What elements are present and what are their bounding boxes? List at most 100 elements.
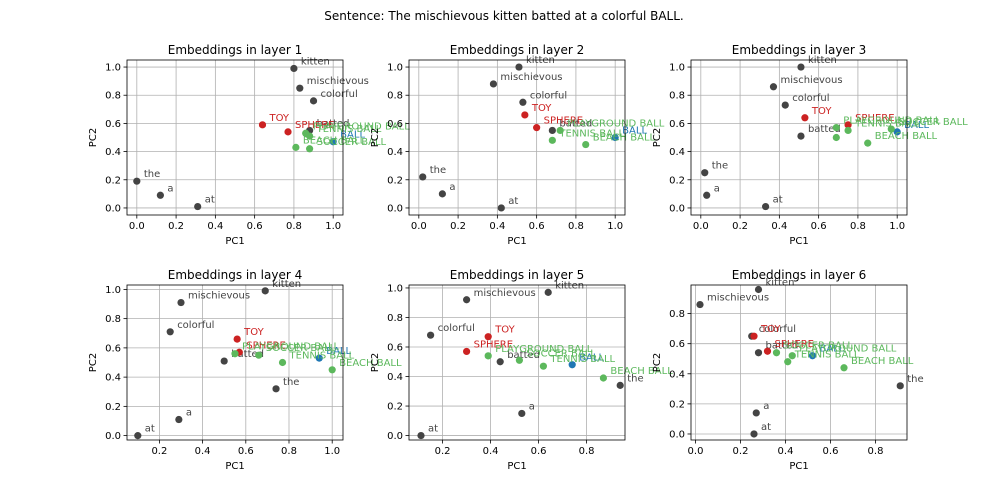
- subplot-layer-6: 0.0 0.2 0.4 0.6 0.8 0.0 0.2 0.4 0.6 0.8 the mischie…: [652, 268, 924, 472]
- scatter-point: [832, 133, 840, 142]
- x-tick-label: 0.2: [733, 446, 749, 457]
- scatter-point: [328, 366, 336, 374]
- scatter-point: [703, 191, 711, 199]
- y-tick-label: 1.0: [105, 63, 121, 74]
- point-label: PLAYGROUND BALL: [495, 344, 593, 355]
- x-tick-label: 1.0: [325, 221, 341, 232]
- subplot-layer-1: 0.0 0.2 0.4 0.6 0.8 1.0 0.0 0.2 0.4 0.6 0.8 1.0 the m…: [88, 43, 410, 247]
- point-label: a: [449, 182, 455, 193]
- scatter-point: [548, 136, 556, 144]
- scatter-point: [177, 298, 185, 307]
- point-label: mischievous: [707, 293, 769, 304]
- point-label: colorful: [438, 323, 475, 334]
- scatter-point: [134, 432, 142, 440]
- scatter-point: [329, 138, 337, 146]
- point-label: TOY: [531, 103, 552, 114]
- y-tick-label: 0.4: [105, 373, 121, 384]
- scatter-point: [797, 63, 805, 71]
- point-label: SOCCER BALL: [784, 341, 854, 352]
- scatter-point: [156, 191, 164, 199]
- y-tick-label: 0.8: [669, 91, 685, 102]
- y-tick-label: 0.8: [105, 91, 121, 102]
- y-tick-label: 1.0: [105, 285, 121, 296]
- x-tick-label: 0.0: [411, 221, 427, 232]
- point-label: TENNIS BALL: [854, 118, 920, 129]
- point-label: mischievous: [307, 76, 369, 87]
- point-label: at: [773, 195, 783, 206]
- subplot-layer-5: 0.2 0.4 0.6 0.8 0.0 0.2 0.4 0.6 0.8 1.0 the mischie…: [370, 268, 673, 472]
- scatter-point: [832, 124, 840, 132]
- y-axis-label: PC2: [652, 128, 663, 147]
- scatter-point: [750, 332, 758, 340]
- y-tick-label: 0.8: [387, 313, 403, 324]
- point-label: at: [428, 424, 438, 435]
- scatter-point: [769, 83, 778, 91]
- scatter-point: [255, 351, 263, 359]
- axes-frame: [690, 284, 908, 441]
- scatter-point: [515, 63, 523, 71]
- point-label: colorful: [792, 93, 829, 104]
- point-label: TENNIS BALL: [316, 124, 382, 135]
- point-label: PLAYGROUND BALL: [567, 118, 665, 129]
- point-label: kitten: [555, 280, 584, 291]
- scatter-point: [233, 335, 241, 343]
- point-label: at: [205, 195, 215, 206]
- x-tick-label: 1.0: [607, 221, 623, 232]
- scatter-point: [844, 121, 852, 129]
- scatter-point: [864, 139, 872, 147]
- scatter-point: [763, 347, 772, 355]
- scatter-point: [166, 328, 174, 336]
- scatter-point: [292, 143, 300, 151]
- axes-frame: [408, 284, 626, 441]
- scatter-point: [801, 114, 809, 122]
- x-tick-label: 1.0: [889, 221, 905, 232]
- scatter-point: [582, 140, 590, 149]
- scatter-point: [231, 350, 239, 358]
- y-tick-label: 0.0: [105, 203, 121, 214]
- point-label: SPHERE: [295, 120, 334, 131]
- y-tick-label: 0.2: [387, 402, 403, 413]
- scatter-point: [306, 132, 314, 140]
- x-tick-label: 0.2: [168, 221, 184, 232]
- y-tick-label: 1.0: [387, 283, 403, 294]
- x-tick-label: 0.6: [823, 446, 839, 457]
- y-tick-label: 0.6: [105, 343, 121, 354]
- scatter-point: [544, 288, 552, 296]
- scatter-point: [306, 145, 314, 153]
- x-tick-label: 0.6: [531, 446, 547, 457]
- x-tick-label: 0.4: [483, 446, 499, 457]
- point-label: batted: [808, 124, 841, 135]
- scatter-point: [750, 430, 758, 438]
- x-tick-label: 0.8: [281, 446, 297, 457]
- scatter-point: [844, 126, 852, 135]
- scatter-point: [808, 352, 817, 360]
- axes-frame: [408, 59, 626, 216]
- subplot-title: Embeddings in layer 5: [450, 268, 584, 282]
- point-label: at: [145, 424, 155, 435]
- point-label: TOY: [760, 324, 781, 335]
- scatter-point: [611, 133, 619, 142]
- subplot-title: Embeddings in layer 4: [168, 268, 302, 282]
- scatter-point: [797, 132, 805, 140]
- point-label: kitten: [272, 279, 301, 290]
- scatter-point: [754, 349, 763, 357]
- point-label: the: [907, 374, 923, 385]
- scatter-point: [258, 121, 267, 129]
- subplot-title: Embeddings in layer 6: [732, 268, 866, 282]
- point-label: batted: [231, 349, 264, 360]
- point-label: TENNIS BALL: [794, 350, 860, 361]
- scatter-point: [772, 349, 781, 357]
- scatter-point: [284, 128, 292, 136]
- scatter-point: [518, 409, 526, 418]
- y-axis-label: PC2: [652, 353, 663, 372]
- point-label: batted: [507, 350, 540, 361]
- point-label: BALL: [622, 126, 647, 137]
- scatter-point: [484, 333, 492, 341]
- y-tick-label: 0.8: [669, 309, 685, 320]
- scatter-point: [616, 381, 624, 389]
- point-label: BEACH BALL: [610, 366, 673, 377]
- point-label: TENNIS BALL: [289, 351, 355, 362]
- point-label: the: [283, 377, 299, 388]
- scatter-point: [548, 126, 556, 135]
- point-label: SOCCER BALL: [266, 343, 336, 354]
